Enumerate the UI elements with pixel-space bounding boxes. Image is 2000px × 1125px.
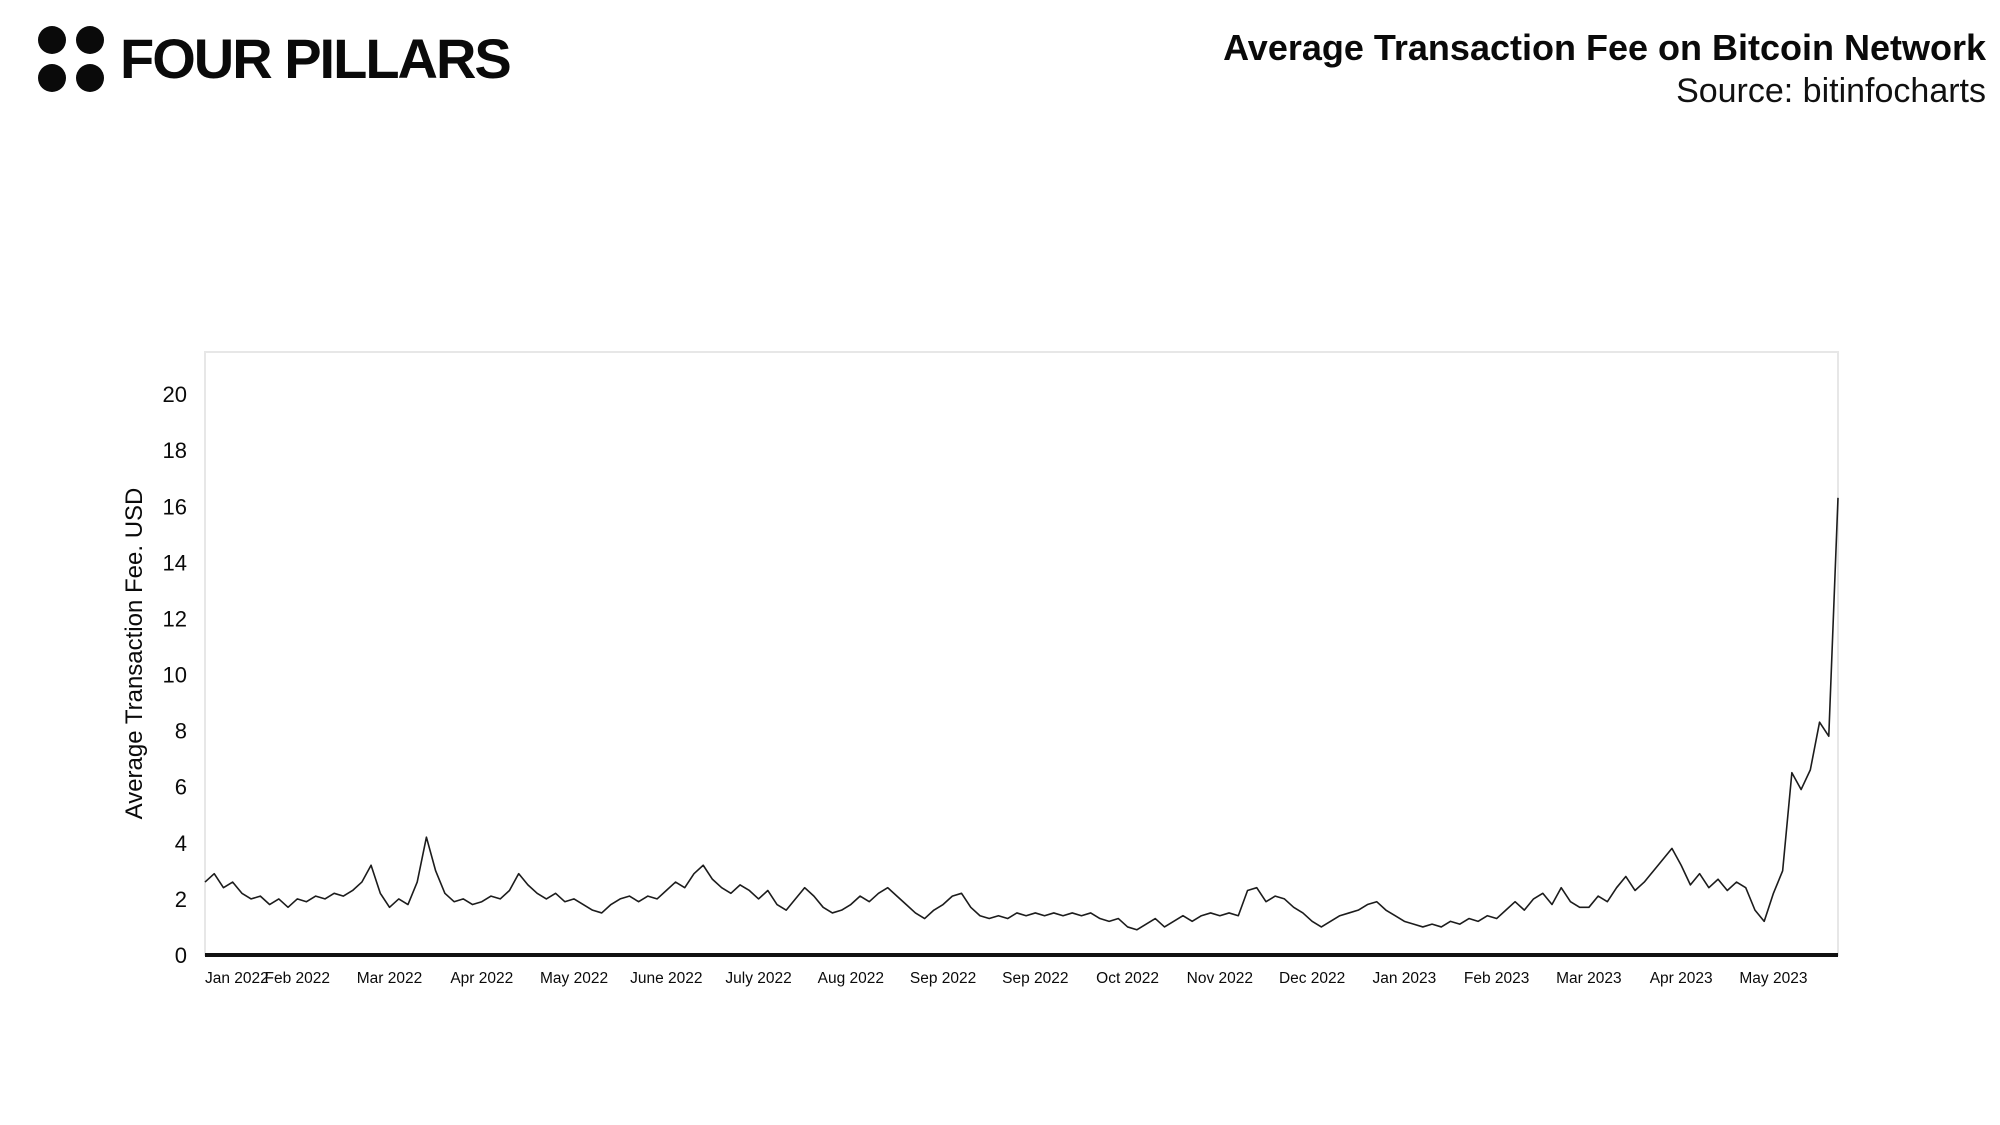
svg-text:May 2022: May 2022 xyxy=(540,970,608,987)
fee-line-series xyxy=(204,497,1839,931)
y-axis-tick-labels: 0 2 4 6 8 10 12 14 16 18 20 xyxy=(163,382,187,968)
svg-text:Mar 2023: Mar 2023 xyxy=(1556,970,1621,987)
logo-dot xyxy=(76,26,104,54)
y-axis-label: Average Transaction Fee. USD xyxy=(121,488,148,820)
svg-text:Feb 2022: Feb 2022 xyxy=(265,970,331,987)
svg-text:Apr 2022: Apr 2022 xyxy=(450,970,513,987)
svg-text:May 2023: May 2023 xyxy=(1739,970,1807,987)
svg-text:Average Transaction Fee. USD: Average Transaction Fee. USD xyxy=(121,488,148,820)
svg-text:Mar 2022: Mar 2022 xyxy=(357,970,422,987)
svg-text:0: 0 xyxy=(175,943,187,968)
svg-text:Oct 2022: Oct 2022 xyxy=(1096,970,1159,987)
svg-text:Aug 2022: Aug 2022 xyxy=(818,970,884,987)
svg-text:Jan 2023: Jan 2023 xyxy=(1372,970,1436,987)
svg-text:18: 18 xyxy=(163,438,187,463)
svg-text:June 2022: June 2022 xyxy=(630,970,702,987)
svg-text:14: 14 xyxy=(163,550,187,575)
logo-dot xyxy=(38,64,66,92)
title-block: Average Transaction Fee on Bitcoin Netwo… xyxy=(1223,26,1986,112)
logo-dot xyxy=(76,64,104,92)
svg-text:Sep 2022: Sep 2022 xyxy=(1002,970,1068,987)
svg-text:4: 4 xyxy=(175,831,187,856)
brand-name: FOUR PILLARS xyxy=(120,27,512,90)
svg-text:8: 8 xyxy=(175,719,187,744)
svg-text:2: 2 xyxy=(175,887,187,912)
svg-text:Dec 2022: Dec 2022 xyxy=(1279,970,1345,987)
svg-text:Feb 2023: Feb 2023 xyxy=(1464,970,1530,987)
plot-border xyxy=(204,351,1839,956)
svg-text:July 2022: July 2022 xyxy=(725,970,791,987)
four-pillars-logo-icon xyxy=(38,26,104,92)
chart-source: Source: bitinfocharts xyxy=(1676,72,1986,110)
svg-text:Sep 2022: Sep 2022 xyxy=(910,970,976,987)
svg-text:10: 10 xyxy=(163,663,187,688)
svg-text:Nov 2022: Nov 2022 xyxy=(1187,970,1253,987)
svg-text:16: 16 xyxy=(163,494,187,519)
page-title: Average Transaction Fee on Bitcoin Netwo… xyxy=(1223,27,1986,68)
logo-dot xyxy=(38,26,66,54)
svg-text:Jan 2022: Jan 2022 xyxy=(205,970,269,987)
svg-text:Apr 2023: Apr 2023 xyxy=(1650,970,1713,987)
svg-text:6: 6 xyxy=(175,775,187,800)
svg-text:12: 12 xyxy=(163,606,187,631)
brand-header: FOUR PILLARS xyxy=(38,26,512,92)
svg-text:20: 20 xyxy=(163,382,187,407)
fee-chart: 0 2 4 6 8 10 12 14 16 18 20 Jan 2022 Feb 2022 Mar 20… xyxy=(120,340,1860,1025)
